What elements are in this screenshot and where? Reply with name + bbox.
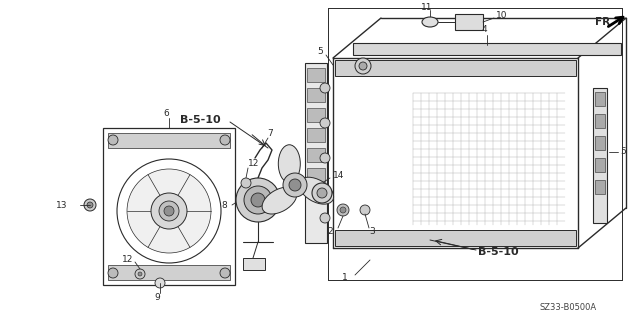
- Circle shape: [359, 62, 367, 70]
- Circle shape: [251, 193, 265, 207]
- Bar: [595, 92, 605, 106]
- Bar: [305, 63, 327, 243]
- Bar: [103, 128, 235, 285]
- Text: 4: 4: [481, 26, 487, 34]
- Circle shape: [127, 169, 211, 253]
- Circle shape: [241, 178, 251, 188]
- Bar: [595, 136, 605, 150]
- Circle shape: [108, 135, 118, 145]
- Bar: [335, 230, 576, 246]
- Text: 12: 12: [248, 160, 259, 168]
- Text: 5: 5: [620, 147, 626, 157]
- Circle shape: [320, 118, 330, 128]
- Circle shape: [317, 188, 327, 198]
- Circle shape: [283, 173, 307, 197]
- Text: 10: 10: [496, 11, 508, 19]
- Ellipse shape: [262, 187, 297, 214]
- Circle shape: [108, 268, 118, 278]
- Ellipse shape: [422, 17, 438, 27]
- Bar: [307, 108, 325, 122]
- Text: 13: 13: [56, 201, 68, 210]
- Circle shape: [340, 207, 346, 213]
- Circle shape: [155, 278, 165, 288]
- Bar: [307, 88, 325, 102]
- Text: 1: 1: [342, 273, 348, 283]
- Text: FR.: FR.: [595, 17, 614, 27]
- Bar: [243, 258, 265, 270]
- Circle shape: [355, 58, 371, 74]
- Bar: [108, 133, 230, 148]
- Bar: [455, 14, 483, 30]
- Ellipse shape: [299, 177, 333, 204]
- Circle shape: [236, 178, 280, 222]
- Circle shape: [320, 83, 330, 93]
- Text: 11: 11: [421, 3, 433, 11]
- Bar: [335, 60, 576, 76]
- Bar: [595, 158, 605, 172]
- Bar: [593, 88, 607, 223]
- Circle shape: [220, 135, 230, 145]
- Text: 12: 12: [122, 255, 134, 263]
- Circle shape: [117, 159, 221, 263]
- Circle shape: [244, 186, 272, 214]
- Text: 5: 5: [317, 48, 323, 56]
- Circle shape: [312, 183, 332, 203]
- Text: 7: 7: [267, 130, 273, 138]
- Text: B-5-10: B-5-10: [478, 247, 518, 257]
- Circle shape: [289, 179, 301, 191]
- Circle shape: [164, 206, 174, 216]
- Text: 3: 3: [369, 226, 375, 235]
- Text: 14: 14: [333, 170, 344, 180]
- Bar: [108, 265, 230, 280]
- Bar: [595, 180, 605, 194]
- Text: 9: 9: [154, 293, 160, 302]
- Text: 2: 2: [327, 226, 333, 235]
- Circle shape: [135, 269, 145, 279]
- Text: 8: 8: [221, 201, 227, 210]
- Circle shape: [159, 201, 179, 221]
- Circle shape: [320, 153, 330, 163]
- Circle shape: [151, 193, 187, 229]
- Bar: [307, 148, 325, 162]
- Circle shape: [337, 204, 349, 216]
- Bar: [307, 168, 325, 182]
- Circle shape: [220, 268, 230, 278]
- Bar: [353, 43, 621, 55]
- Circle shape: [360, 205, 370, 215]
- Bar: [307, 128, 325, 142]
- Text: SZ33-B0500A: SZ33-B0500A: [540, 303, 597, 313]
- Text: 6: 6: [163, 109, 169, 118]
- Circle shape: [87, 202, 93, 208]
- Circle shape: [320, 213, 330, 223]
- Circle shape: [138, 272, 142, 276]
- Bar: [307, 68, 325, 82]
- Text: B-5-10: B-5-10: [180, 115, 221, 125]
- Ellipse shape: [278, 145, 300, 183]
- Bar: [595, 114, 605, 128]
- Circle shape: [84, 199, 96, 211]
